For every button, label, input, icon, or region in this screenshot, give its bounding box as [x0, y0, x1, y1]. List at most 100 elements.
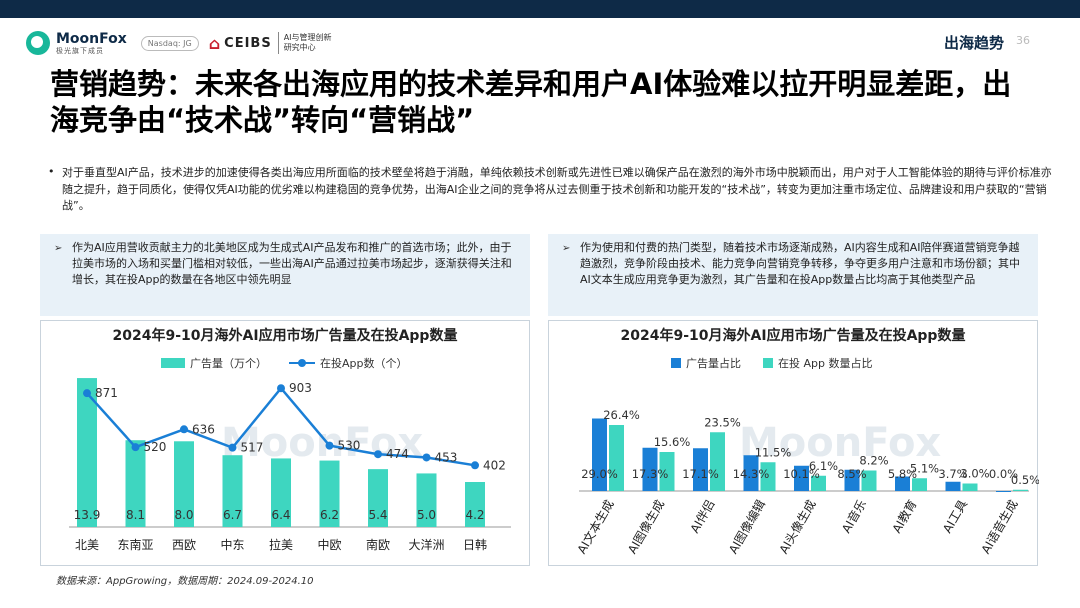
point-label-0: 871 — [95, 386, 118, 400]
category-label-4: AI头像生成 — [777, 498, 819, 557]
bar-ads-1 — [125, 440, 146, 527]
category-label-6: AI教育 — [889, 497, 920, 535]
logo-name: MoonFox — [56, 30, 127, 47]
bar-app-share-2 — [710, 432, 725, 491]
point-apps-4 — [277, 384, 285, 393]
app-share-label-3: 11.5% — [755, 445, 792, 459]
bar-ad-share-4 — [794, 465, 809, 491]
bar-app-share-4 — [811, 475, 826, 491]
app-share-label-8: 0.5% — [1011, 473, 1039, 487]
category-label-5: AI音乐 — [838, 497, 869, 535]
chart-category-svg: MoonFox 29.0% 26.4% AI文本生成 17.3% 15.6% AI图像生成… — [574, 408, 1039, 557]
bar-label-0: 13.9 — [74, 508, 101, 522]
category-label-6: 南欧 — [366, 537, 390, 552]
chart-title: 2024年9-10月海外AI应用市场广告量及在投App数量 — [112, 328, 458, 344]
point-label-8: 402 — [483, 458, 506, 472]
chart-legend: 广告量（万个） 在投App数（个） — [161, 355, 408, 371]
logo-divider — [277, 32, 279, 54]
ad-share-label-1: 17.3% — [632, 467, 669, 481]
callout-right: ➢ 作为使用和付费的热门类型，随着技术市场逐渐成熟，AI内容生成和AI陪伴赛道营… — [548, 234, 1038, 316]
point-apps-2 — [180, 425, 188, 434]
point-apps-7 — [422, 453, 431, 462]
legend-swatch-apps — [289, 359, 315, 367]
callout-left-text: 作为AI应用营收贡献主力的北美地区成为生成式AI产品发布和推广的首选市场；此外，… — [72, 241, 512, 286]
bar-ads-5 — [319, 460, 340, 527]
app-share-label-5: 8.2% — [859, 454, 888, 468]
point-apps-3 — [228, 443, 237, 452]
callout-right-text: 作为使用和付费的热门类型，随着技术市场逐渐成熟，AI内容生成和AI陪伴赛道营销竞… — [580, 241, 1020, 286]
legend-label-ads: 广告量（万个） — [190, 357, 267, 370]
bar-label-8: 4.2 — [465, 508, 484, 522]
arrow-right-icon: ➢ — [562, 243, 571, 254]
point-label-1: 520 — [144, 440, 167, 454]
legend-swatch-app-share — [763, 358, 773, 368]
category-label-7: AI工具 — [940, 498, 970, 536]
category-label-4: 拉美 — [269, 537, 293, 552]
point-label-2: 636 — [192, 422, 215, 436]
category-label-3: 中东 — [220, 537, 244, 552]
bar-ad-share-6 — [895, 476, 910, 491]
category-label-3: AI图像编辑 — [725, 497, 768, 556]
legend-label-ad-share: 广告量占比 — [686, 357, 741, 370]
point-apps-6 — [374, 450, 382, 459]
bar-ad-share-1 — [642, 447, 658, 491]
bar-ads-0 — [77, 378, 97, 527]
header-logos: MoonFox 极光旗下成员 Nasdaq: JG ⌂ CEIBS AI与管理创… — [26, 28, 332, 58]
bar-ad-share-0 — [592, 418, 607, 491]
bar-ad-share-2 — [693, 448, 708, 491]
bullet-icon: • — [48, 165, 55, 178]
point-label-3: 517 — [241, 441, 264, 455]
point-apps-1 — [131, 443, 140, 452]
point-apps-5 — [325, 441, 334, 450]
point-label-5: 530 — [338, 439, 361, 453]
bar-app-share-1 — [659, 452, 675, 491]
bar-ads-6 — [368, 469, 388, 527]
page-number: 36 — [1016, 34, 1030, 47]
bar-app-share-0 — [609, 425, 624, 491]
chart-category-ads: 2024年9-10月海外AI应用市场广告量及在投App数量 广告量占比 在投 A… — [548, 320, 1039, 566]
arrow-right-icon: ➢ — [54, 243, 63, 254]
app-share-label-0: 26.4% — [603, 408, 640, 422]
ad-share-label-2: 17.1% — [682, 467, 719, 481]
bar-label-4: 6.4 — [271, 508, 290, 522]
watermark: MoonFox — [221, 420, 423, 466]
app-share-label-2: 23.5% — [704, 415, 741, 429]
legend-label-app-share: 在投 App 数量占比 — [778, 357, 873, 370]
bar-ad-share-8 — [996, 491, 1011, 492]
ad-share-label-5: 8.5% — [837, 467, 866, 481]
bar-label-5: 6.2 — [320, 508, 339, 522]
point-apps-0 — [83, 389, 91, 398]
ad-share-label-7: 3.7% — [938, 467, 967, 481]
bar-ad-share-7 — [945, 481, 961, 491]
ceibs-center-line1: AI与管理创新 — [283, 33, 332, 42]
logo-subtitle: 极光旗下成员 — [56, 46, 104, 55]
category-label-2: AI伴侣 — [687, 497, 718, 535]
bar-ad-share-5 — [844, 469, 860, 491]
chart-region-svg: MoonFox 13.9 北美 8.1 东南亚 8.0 西欧 6.7 中东 6.4 拉美 6.2 中欧… — [69, 378, 511, 552]
intro-paragraph: 对于垂直型AI产品，技术进步的加速使得各类出海应用所面临的技术壁垒将趋于消融，单… — [62, 166, 1052, 212]
chart-legend: 广告量占比 在投 App 数量占比 — [671, 355, 872, 371]
bar-app-share-7 — [962, 483, 978, 491]
ad-share-label-4: 10.1% — [783, 467, 820, 481]
bar-ad-share-3 — [743, 455, 759, 491]
legend-swatch-ad-share — [671, 358, 681, 368]
page-title: 营销趋势：未来各出海应用的技术差异和用户AI体验难以拉开明显差距，出海竞争由“技… — [50, 67, 1012, 137]
ad-share-label-3: 14.3% — [733, 467, 770, 481]
chart-region-ads: 2024年9-10月海外AI应用市场广告量及在投App数量 广告量（万个） 在投… — [40, 320, 530, 566]
point-label-4: 903 — [289, 381, 312, 395]
ad-share-label-8: 0.0% — [989, 467, 1018, 481]
nasdaq-badge: Nasdaq: JG — [140, 35, 199, 51]
bar-label-7: 5.0 — [417, 508, 436, 522]
legend-swatch-ads — [161, 358, 185, 368]
ceibs-name: CEIBS — [224, 35, 272, 51]
category-label-1: AI图像生成 — [625, 498, 667, 557]
watermark: MoonFox — [739, 420, 941, 466]
ceibs-logo-icon: ⌂ — [208, 33, 221, 53]
app-share-label-7: 3.0% — [960, 467, 989, 481]
bar-label-1: 8.1 — [126, 508, 145, 522]
bar-label-3: 6.7 — [223, 508, 242, 522]
ceibs-center-line2: 研究中心 — [283, 43, 316, 52]
category-label-2: 西欧 — [172, 538, 196, 552]
callout-left: ➢ 作为AI应用营收贡献主力的北美地区成为生成式AI产品发布和推广的首选市场；此… — [40, 234, 530, 316]
bar-app-share-8 — [1013, 489, 1028, 491]
